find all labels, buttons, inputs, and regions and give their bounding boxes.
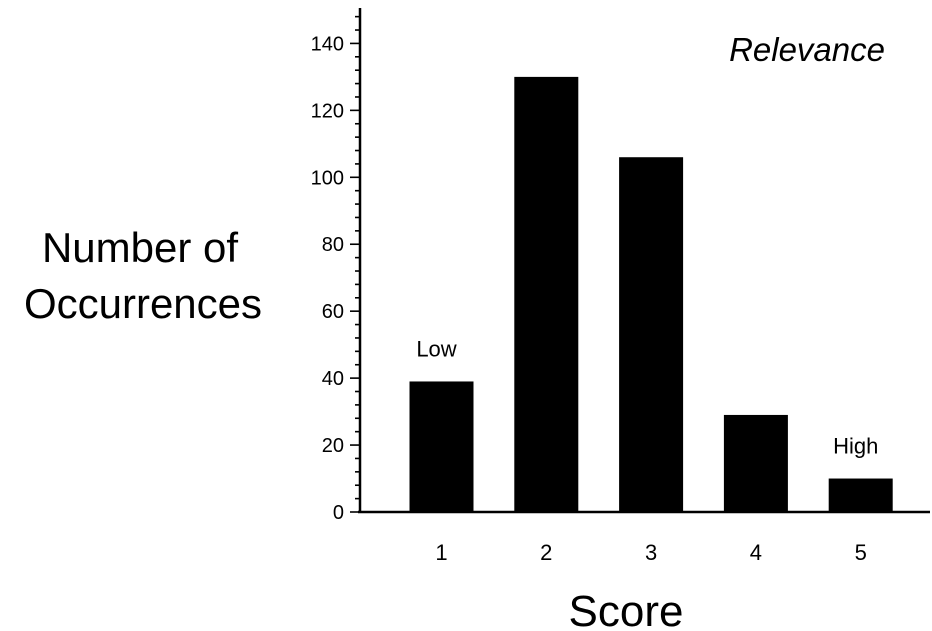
bars-group <box>409 76 893 512</box>
bar-annotations: Low High <box>416 336 878 458</box>
x-tick-labels: 1 2 3 4 5 <box>435 540 866 565</box>
y-tick-label: 80 <box>322 234 344 256</box>
bar-score-1 <box>409 381 474 512</box>
x-tick-label: 1 <box>435 540 447 565</box>
bar-score-4 <box>723 414 788 512</box>
x-tick-label: 4 <box>750 540 762 565</box>
annotation-high: High <box>833 434 878 459</box>
x-tick-label: 2 <box>540 540 552 565</box>
bar-score-3 <box>619 157 684 512</box>
y-tick-label: 20 <box>322 435 344 457</box>
chart-title: Relevance <box>729 31 885 68</box>
bar-score-2 <box>514 76 579 512</box>
y-tick-label: 60 <box>322 301 344 323</box>
annotation-low: Low <box>416 336 456 361</box>
y-axis-label-line-1: Number of <box>42 224 238 271</box>
y-tick-label: 140 <box>311 33 344 55</box>
y-tick-label: 120 <box>311 100 344 122</box>
y-tick-label: 0 <box>333 502 344 524</box>
y-axis-major-ticks: 0 20 40 60 80 100 120 140 <box>311 33 360 524</box>
x-tick-label: 3 <box>645 540 657 565</box>
y-tick-label: 40 <box>322 368 344 390</box>
x-tick-label: 5 <box>855 540 867 565</box>
bar-score-5 <box>828 478 893 512</box>
y-tick-label: 100 <box>311 167 344 189</box>
x-axis-label: Score <box>569 587 684 631</box>
y-axis-label-line-2: Occurrences <box>24 280 262 327</box>
